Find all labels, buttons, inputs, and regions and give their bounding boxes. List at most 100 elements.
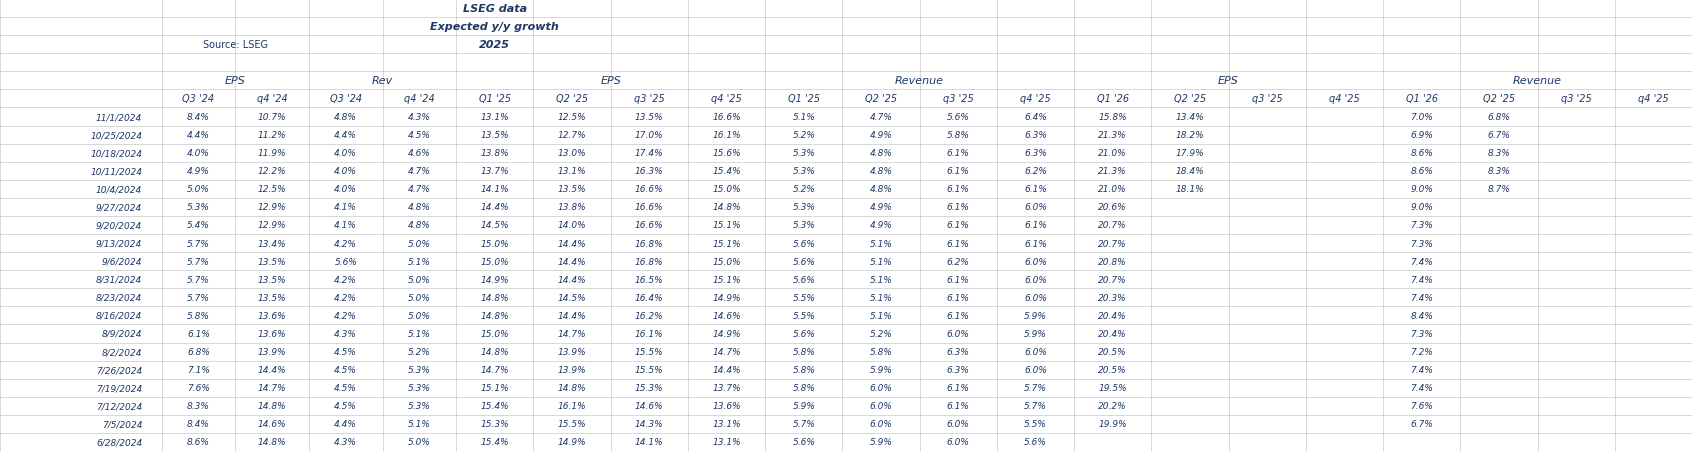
Text: 14.4%: 14.4% [558, 239, 587, 248]
Text: 5.3%: 5.3% [408, 383, 431, 392]
Text: 8.6%: 8.6% [1409, 167, 1433, 176]
Text: 6/28/2024: 6/28/2024 [96, 437, 142, 446]
Text: 4.1%: 4.1% [335, 203, 357, 212]
Text: 20.5%: 20.5% [1098, 347, 1127, 356]
Text: 5.0%: 5.0% [188, 185, 210, 194]
Text: 4.2%: 4.2% [335, 275, 357, 284]
Text: Q1 '26: Q1 '26 [1096, 94, 1129, 104]
Text: 14.5%: 14.5% [481, 221, 509, 230]
Text: q4 '24: q4 '24 [404, 94, 435, 104]
Text: Revenue: Revenue [1513, 76, 1562, 86]
Text: 18.1%: 18.1% [1176, 185, 1205, 194]
Text: 6.1%: 6.1% [948, 311, 970, 320]
Text: 15.1%: 15.1% [481, 383, 509, 392]
Text: 5.9%: 5.9% [870, 437, 892, 446]
Text: 6.7%: 6.7% [1409, 419, 1433, 428]
Text: 6.1%: 6.1% [948, 293, 970, 302]
Text: 5.8%: 5.8% [870, 347, 892, 356]
Text: 14.4%: 14.4% [712, 365, 741, 374]
Text: 7.0%: 7.0% [1409, 113, 1433, 122]
Text: 5.9%: 5.9% [792, 401, 816, 410]
Text: 9.0%: 9.0% [1409, 185, 1433, 194]
Text: 13.4%: 13.4% [257, 239, 286, 248]
Text: 5.9%: 5.9% [1024, 311, 1047, 320]
Text: 7.4%: 7.4% [1409, 293, 1433, 302]
Text: 13.5%: 13.5% [257, 257, 286, 266]
Text: 6.0%: 6.0% [1024, 347, 1047, 356]
Text: EPS: EPS [225, 76, 245, 86]
Text: 7.3%: 7.3% [1409, 221, 1433, 230]
Text: 5.5%: 5.5% [792, 311, 816, 320]
Text: 5.1%: 5.1% [408, 329, 431, 338]
Text: 14.1%: 14.1% [634, 437, 663, 446]
Text: 4.3%: 4.3% [335, 329, 357, 338]
Text: 6.8%: 6.8% [1487, 113, 1511, 122]
Text: 9/6/2024: 9/6/2024 [102, 257, 142, 266]
Text: 14.5%: 14.5% [558, 293, 587, 302]
Text: 6.1%: 6.1% [948, 275, 970, 284]
Text: 16.6%: 16.6% [712, 113, 741, 122]
Text: 4.8%: 4.8% [408, 221, 431, 230]
Text: 4.8%: 4.8% [870, 167, 892, 176]
Text: 20.4%: 20.4% [1098, 329, 1127, 338]
Text: 7.4%: 7.4% [1409, 365, 1433, 374]
Text: 13.1%: 13.1% [558, 167, 587, 176]
Text: Q2 '25: Q2 '25 [1482, 94, 1514, 104]
Text: 13.1%: 13.1% [712, 437, 741, 446]
Text: 13.9%: 13.9% [558, 347, 587, 356]
Text: 8.3%: 8.3% [1487, 167, 1511, 176]
Text: 5.1%: 5.1% [870, 257, 892, 266]
Text: 8/9/2024: 8/9/2024 [102, 329, 142, 338]
Text: 13.5%: 13.5% [558, 185, 587, 194]
Text: 9/20/2024: 9/20/2024 [96, 221, 142, 230]
Text: 15.0%: 15.0% [481, 239, 509, 248]
Text: 6.1%: 6.1% [948, 221, 970, 230]
Text: 16.6%: 16.6% [634, 185, 663, 194]
Text: 6.0%: 6.0% [870, 401, 892, 410]
Text: 13.1%: 13.1% [481, 113, 509, 122]
Text: 17.4%: 17.4% [634, 149, 663, 158]
Text: 21.3%: 21.3% [1098, 131, 1127, 140]
Text: 6.0%: 6.0% [948, 419, 970, 428]
Text: Expected y/y growth: Expected y/y growth [430, 22, 560, 32]
Text: 6.1%: 6.1% [188, 329, 210, 338]
Text: 16.2%: 16.2% [634, 311, 663, 320]
Text: 14.8%: 14.8% [481, 293, 509, 302]
Text: 15.1%: 15.1% [712, 221, 741, 230]
Text: 13.8%: 13.8% [558, 203, 587, 212]
Text: 14.0%: 14.0% [558, 221, 587, 230]
Text: 20.4%: 20.4% [1098, 311, 1127, 320]
Text: 14.4%: 14.4% [481, 203, 509, 212]
Text: 20.2%: 20.2% [1098, 401, 1127, 410]
Text: 15.4%: 15.4% [712, 167, 741, 176]
Text: 6.8%: 6.8% [188, 347, 210, 356]
Text: 4.9%: 4.9% [870, 221, 892, 230]
Text: 5.2%: 5.2% [792, 185, 816, 194]
Text: 6.2%: 6.2% [948, 257, 970, 266]
Text: 5.2%: 5.2% [792, 131, 816, 140]
Text: EPS: EPS [1218, 76, 1239, 86]
Text: 15.4%: 15.4% [481, 437, 509, 446]
Text: 7.3%: 7.3% [1409, 239, 1433, 248]
Text: EPS: EPS [601, 76, 621, 86]
Text: 5.2%: 5.2% [408, 347, 431, 356]
Text: Q2 '25: Q2 '25 [1174, 94, 1206, 104]
Text: 6.1%: 6.1% [948, 203, 970, 212]
Text: 14.4%: 14.4% [558, 257, 587, 266]
Text: 5.8%: 5.8% [792, 383, 816, 392]
Text: 5.4%: 5.4% [188, 221, 210, 230]
Text: q4 '25: q4 '25 [1020, 94, 1051, 104]
Text: 4.8%: 4.8% [870, 149, 892, 158]
Text: 14.8%: 14.8% [481, 347, 509, 356]
Text: 4.4%: 4.4% [335, 419, 357, 428]
Text: 20.6%: 20.6% [1098, 203, 1127, 212]
Text: 7.4%: 7.4% [1409, 257, 1433, 266]
Text: 15.1%: 15.1% [712, 239, 741, 248]
Text: 4.1%: 4.1% [335, 221, 357, 230]
Text: 11.2%: 11.2% [257, 131, 286, 140]
Text: 5.1%: 5.1% [870, 311, 892, 320]
Text: 7/5/2024: 7/5/2024 [102, 419, 142, 428]
Text: 4.3%: 4.3% [408, 113, 431, 122]
Text: LSEG data: LSEG data [464, 4, 526, 14]
Text: 5.6%: 5.6% [792, 329, 816, 338]
